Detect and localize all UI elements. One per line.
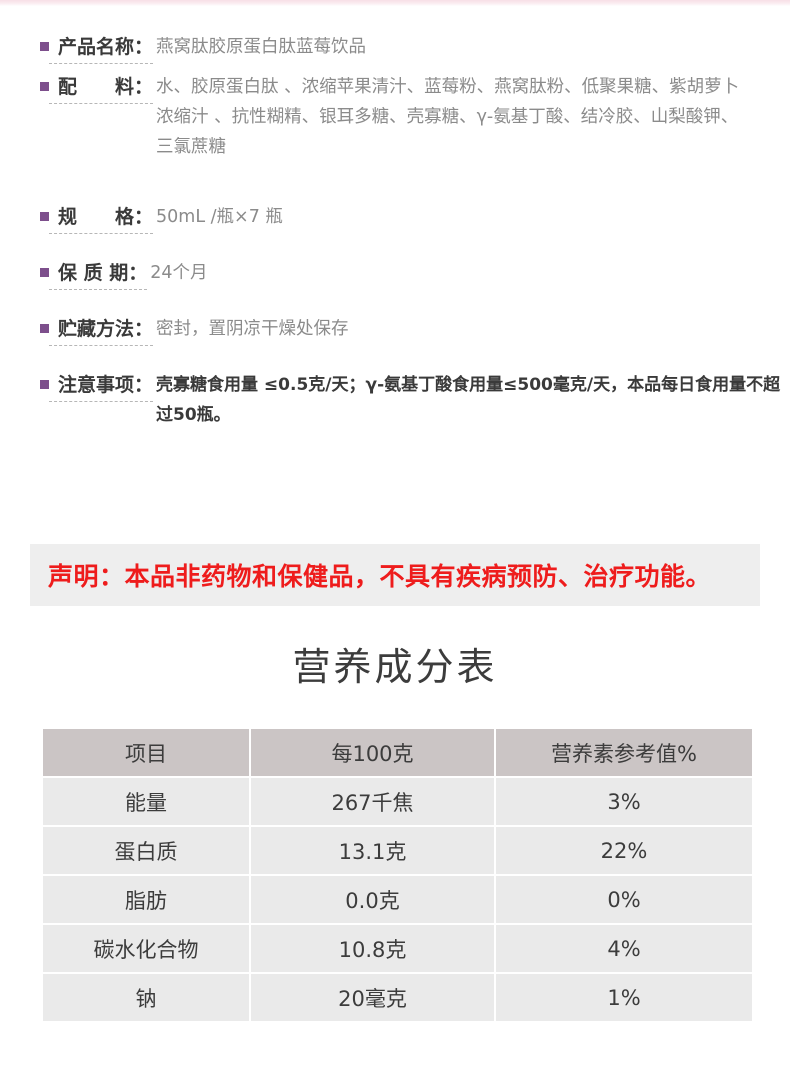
nutrition-table-title: 营养成分表 — [292, 645, 498, 689]
dashed-underline — [49, 103, 154, 104]
table-row: 蛋白质 13.1克 22% — [43, 827, 752, 874]
spec-label-wrap: 保 质 期： — [49, 258, 148, 290]
spec-value-ingredients: 水、胶原蛋白肽 、浓缩苹果清汁、蓝莓粉、燕窝肽粉、低聚果糖、紫胡萝卜浓缩汁 、抗… — [156, 77, 740, 157]
square-bullet-icon — [40, 212, 49, 221]
spec-value-specification: 50mL /瓶×7 瓶 — [156, 207, 283, 227]
spec-value-shelf-life: 24个月 — [150, 263, 208, 283]
dashed-underline — [49, 63, 154, 64]
cell-per100g: 10.8克 — [251, 925, 494, 972]
cell-per100g: 20毫克 — [251, 974, 494, 1021]
spec-label-wrap: 注意事项： — [49, 370, 154, 402]
square-bullet-icon — [40, 82, 49, 91]
declaration-text: 声明：本品非药物和保健品，不具有疾病预防、治疗功能。 — [48, 562, 712, 591]
cell-per100g: 267千焦 — [251, 778, 494, 825]
spec-value-notice: 壳寡糖食用量 ≤0.5克/天；γ-氨基丁酸食用量≤500毫克/天，本品每日食用量… — [156, 375, 781, 425]
spec-label-ingredients: 配 料： — [58, 76, 154, 98]
product-spec-list: 产品名称： 燕窝肽胶原蛋白肽蓝莓饮品 配 料： 水、胶原蛋白肽 、浓缩苹果清汁、… — [0, 32, 790, 430]
table-row: 脂肪 0.0克 0% — [43, 876, 752, 923]
spec-row-notice: 注意事项： 壳寡糖食用量 ≤0.5克/天；γ-氨基丁酸食用量≤500毫克/天，本… — [0, 370, 790, 430]
table-row: 能量 267千焦 3% — [43, 778, 752, 825]
dashed-underline — [49, 289, 148, 290]
nutrition-facts-table: 项目 每100克 营养素参考值% 能量 267千焦 3% 蛋白质 13.1克 2… — [41, 727, 754, 1023]
spec-label-shelf-life: 保 质 期： — [58, 262, 148, 284]
table-row: 钠 20毫克 1% — [43, 974, 752, 1021]
top-accent-strip — [0, 0, 790, 6]
cell-nrv: 3% — [496, 778, 752, 825]
dashed-underline — [49, 233, 154, 234]
dashed-underline — [49, 401, 154, 402]
cell-item: 蛋白质 — [43, 827, 249, 874]
spec-value-storage: 密封，置阴凉干燥处保存 — [156, 319, 349, 339]
cell-nrv: 0% — [496, 876, 752, 923]
spec-label-wrap: 规 格： — [49, 202, 154, 234]
spec-label-storage: 贮藏方法： — [58, 318, 154, 340]
table-header-row: 项目 每100克 营养素参考值% — [43, 729, 752, 776]
spec-row-specification: 规 格： 50mL /瓶×7 瓶 — [0, 202, 790, 234]
spec-label-wrap: 产品名称： — [49, 32, 154, 64]
spec-value-product-name: 燕窝肽胶原蛋白肽蓝莓饮品 — [156, 37, 367, 57]
spec-row-shelf-life: 保 质 期： 24个月 — [0, 258, 790, 290]
cell-nrv: 22% — [496, 827, 752, 874]
cell-nrv: 4% — [496, 925, 752, 972]
spec-label-specification: 规 格： — [58, 206, 154, 228]
table-row: 碳水化合物 10.8克 4% — [43, 925, 752, 972]
dashed-underline — [49, 345, 154, 346]
square-bullet-icon — [40, 42, 49, 51]
square-bullet-icon — [40, 324, 49, 333]
square-bullet-icon — [40, 268, 49, 277]
spec-row-ingredients: 配 料： 水、胶原蛋白肽 、浓缩苹果清汁、蓝莓粉、燕窝肽粉、低聚果糖、紫胡萝卜浓… — [0, 72, 790, 162]
cell-nrv: 1% — [496, 974, 752, 1021]
table-header-item: 项目 — [43, 729, 249, 776]
spec-label-wrap: 配 料： — [49, 72, 154, 104]
square-bullet-icon — [40, 380, 49, 389]
table-header-per100g: 每100克 — [251, 729, 494, 776]
spec-label-product-name: 产品名称： — [58, 36, 154, 58]
spec-label-wrap: 贮藏方法： — [49, 314, 154, 346]
spec-row-storage: 贮藏方法： 密封，置阴凉干燥处保存 — [0, 314, 790, 346]
declaration-banner: 声明：本品非药物和保健品，不具有疾病预防、治疗功能。 — [30, 544, 760, 606]
table-header-nrv: 营养素参考值% — [496, 729, 752, 776]
cell-item: 钠 — [43, 974, 249, 1021]
cell-item: 碳水化合物 — [43, 925, 249, 972]
cell-per100g: 0.0克 — [251, 876, 494, 923]
spec-row-product-name: 产品名称： 燕窝肽胶原蛋白肽蓝莓饮品 — [0, 32, 790, 64]
cell-item: 能量 — [43, 778, 249, 825]
spec-label-notice: 注意事项： — [58, 374, 154, 396]
cell-per100g: 13.1克 — [251, 827, 494, 874]
cell-item: 脂肪 — [43, 876, 249, 923]
